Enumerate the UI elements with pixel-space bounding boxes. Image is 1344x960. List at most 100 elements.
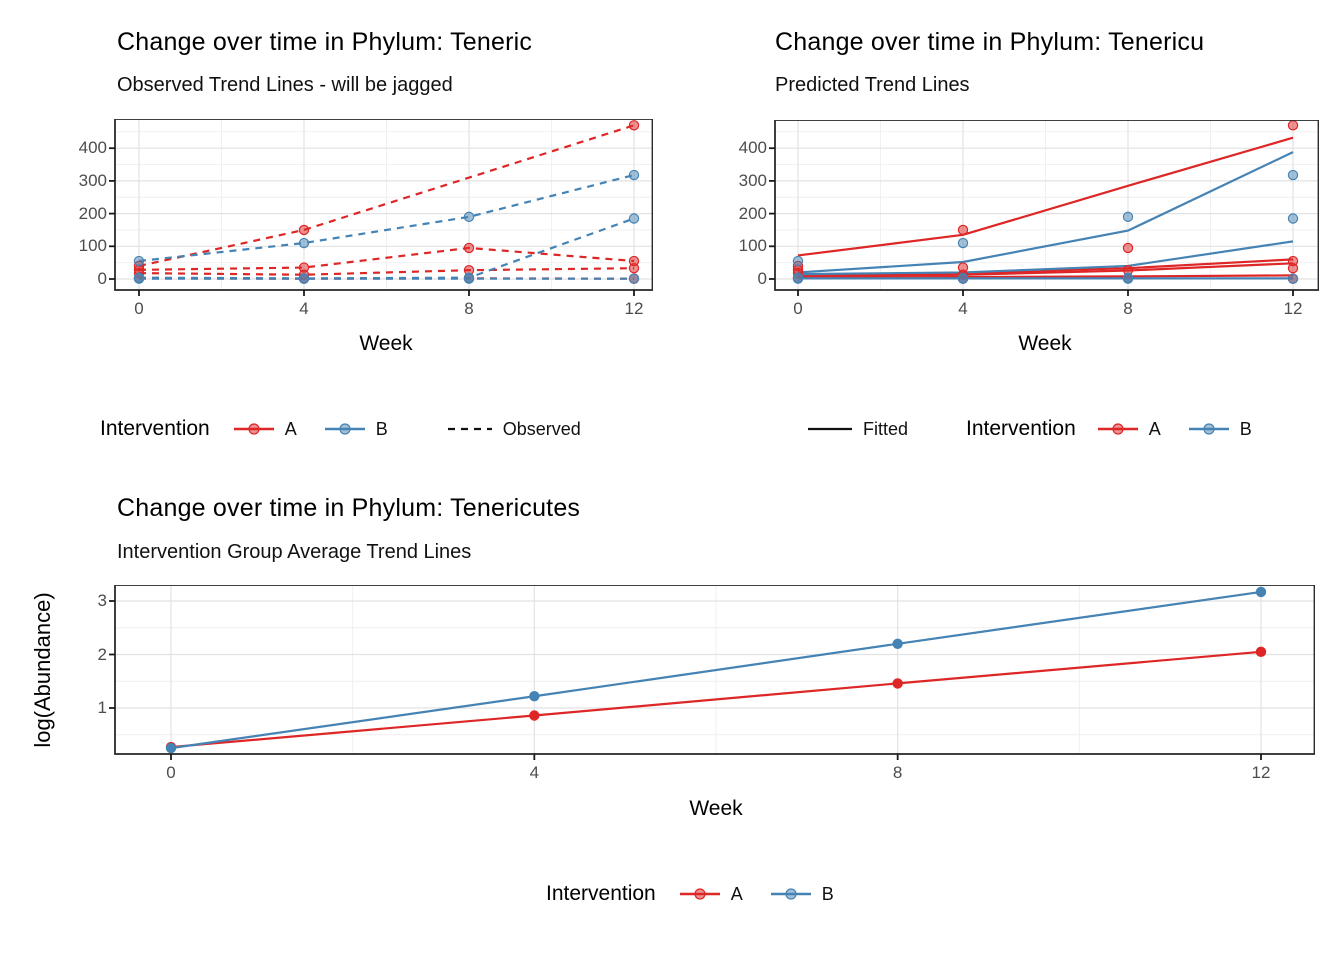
legend-key-group-a xyxy=(678,885,722,903)
data-point-B xyxy=(1287,273,1299,284)
panel-predicted-subtitle: Predicted Trend Lines xyxy=(775,74,970,96)
legend-label-fitted-linetype: Fitted xyxy=(863,418,909,439)
x-tick-label: 4 xyxy=(299,299,309,318)
x-axis-title-observed: Week xyxy=(359,332,413,355)
x-axis-title-predicted: Week xyxy=(1018,332,1072,355)
x-tick-label: 12 xyxy=(1283,299,1303,318)
panel-predicted-header: Change over time in Phylum: Tenericu Pre… xyxy=(672,0,1344,112)
data-point-B xyxy=(165,742,177,754)
data-point-A xyxy=(463,242,475,254)
legend-label-group-b: B xyxy=(375,418,388,439)
data-point-B xyxy=(298,273,310,284)
legend-key-observed-linetype xyxy=(446,420,494,438)
data-point-A xyxy=(298,224,310,236)
y-tick-label: 0 xyxy=(97,269,107,288)
y-tick-label: 100 xyxy=(738,236,767,256)
panel-background xyxy=(775,120,1319,290)
plot-panel-observed xyxy=(109,119,653,296)
legend-title: Intervention xyxy=(546,882,656,905)
data-point-B xyxy=(529,691,540,702)
data-point-B xyxy=(1287,169,1299,181)
data-point-B xyxy=(628,273,640,284)
data-point-A xyxy=(892,678,903,689)
x-tick-label: 4 xyxy=(958,299,968,318)
data-point-A xyxy=(628,263,640,274)
data-point-B xyxy=(133,255,145,267)
data-point-B xyxy=(298,237,310,249)
legend-average: Intervention A B xyxy=(546,879,834,909)
y-axis-title-average: log(Abundance) xyxy=(30,592,55,748)
data-point-A xyxy=(1122,242,1134,254)
legend-key-group-b xyxy=(323,420,367,438)
series-line-B xyxy=(797,151,1294,274)
y-tick-label: 1 xyxy=(97,698,107,717)
series-line-A xyxy=(797,274,1294,279)
panel-border xyxy=(774,120,1319,291)
series-line-A xyxy=(138,267,635,276)
data-point-A xyxy=(1287,263,1299,274)
y-tick-label: 300 xyxy=(78,170,107,190)
data-point-A xyxy=(628,120,640,131)
legend-label-group-a: A xyxy=(730,883,743,904)
data-point-B xyxy=(1122,211,1134,223)
legend-key-group-b xyxy=(1187,420,1231,438)
x-tick-label: 4 xyxy=(529,763,540,782)
y-tick-label: 100 xyxy=(78,236,107,256)
data-point-B xyxy=(892,638,903,650)
data-point-B xyxy=(1287,213,1299,224)
legend-label-group-a: A xyxy=(284,418,297,439)
legend-label-group-b: B xyxy=(821,883,834,904)
panel-observed-header: Change over time in Phylum: Teneric Obse… xyxy=(0,0,672,112)
legend-key-fitted-linetype xyxy=(806,420,854,438)
y-tick-label: 200 xyxy=(738,203,767,223)
series-line-A xyxy=(797,262,1294,278)
series-line-B xyxy=(170,590,1262,750)
panel-average-subtitle: Intervention Group Average Trend Lines xyxy=(117,541,472,563)
panel-observed-subtitle: Observed Trend Lines - will be jagged xyxy=(117,74,453,96)
data-point-B xyxy=(792,273,804,284)
legend-label-group-b: B xyxy=(1239,418,1252,439)
series-line-A xyxy=(170,650,1262,749)
legend-key-group-a xyxy=(1096,420,1140,438)
x-tick-label: 0 xyxy=(166,763,176,782)
data-point-B xyxy=(957,237,969,249)
data-point-B xyxy=(463,211,475,223)
legend-label-group-a: A xyxy=(1148,418,1161,439)
plot-panel-average xyxy=(109,585,1315,760)
data-point-B xyxy=(957,273,969,284)
legend-key-group-b xyxy=(769,885,813,903)
data-point-B xyxy=(628,213,640,224)
data-point-B xyxy=(463,273,475,284)
x-tick-label: 0 xyxy=(793,299,803,318)
x-tick-label: 8 xyxy=(464,299,474,318)
panel-observed-title: Change over time in Phylum: Teneric xyxy=(117,28,533,56)
y-tick-label: 2 xyxy=(97,644,107,664)
data-point-B xyxy=(792,255,804,267)
y-tick-label: 400 xyxy=(78,138,107,158)
legend-observed: Intervention A B Observed xyxy=(100,414,581,444)
x-axis-title-average: Week xyxy=(689,797,743,820)
x-tick-label: 8 xyxy=(892,763,903,782)
series-line-B xyxy=(138,173,635,263)
x-tick-label: 0 xyxy=(134,299,144,318)
panel-average-title: Change over time in Phylum: Tenericutes xyxy=(117,494,581,522)
legend-key-group-a xyxy=(232,420,276,438)
data-point-B xyxy=(628,169,640,181)
legend-title: Intervention xyxy=(100,417,210,440)
y-tick-label: 300 xyxy=(738,170,767,190)
y-tick-label: 400 xyxy=(738,138,767,158)
data-point-A xyxy=(1255,646,1267,658)
y-tick-label: 200 xyxy=(78,203,107,223)
y-tick-label: 3 xyxy=(97,591,107,610)
data-point-A xyxy=(529,710,540,721)
plot-panel-predicted xyxy=(769,120,1319,296)
series-line-A xyxy=(138,246,635,271)
data-point-A xyxy=(1287,120,1299,131)
panel-predicted-title: Change over time in Phylum: Tenericu xyxy=(775,28,1205,56)
series-line-A xyxy=(797,136,1294,257)
data-point-A xyxy=(957,224,969,236)
y-tick-label: 0 xyxy=(757,269,767,288)
data-point-B xyxy=(1122,273,1134,284)
legend-title: Intervention xyxy=(966,417,1076,440)
